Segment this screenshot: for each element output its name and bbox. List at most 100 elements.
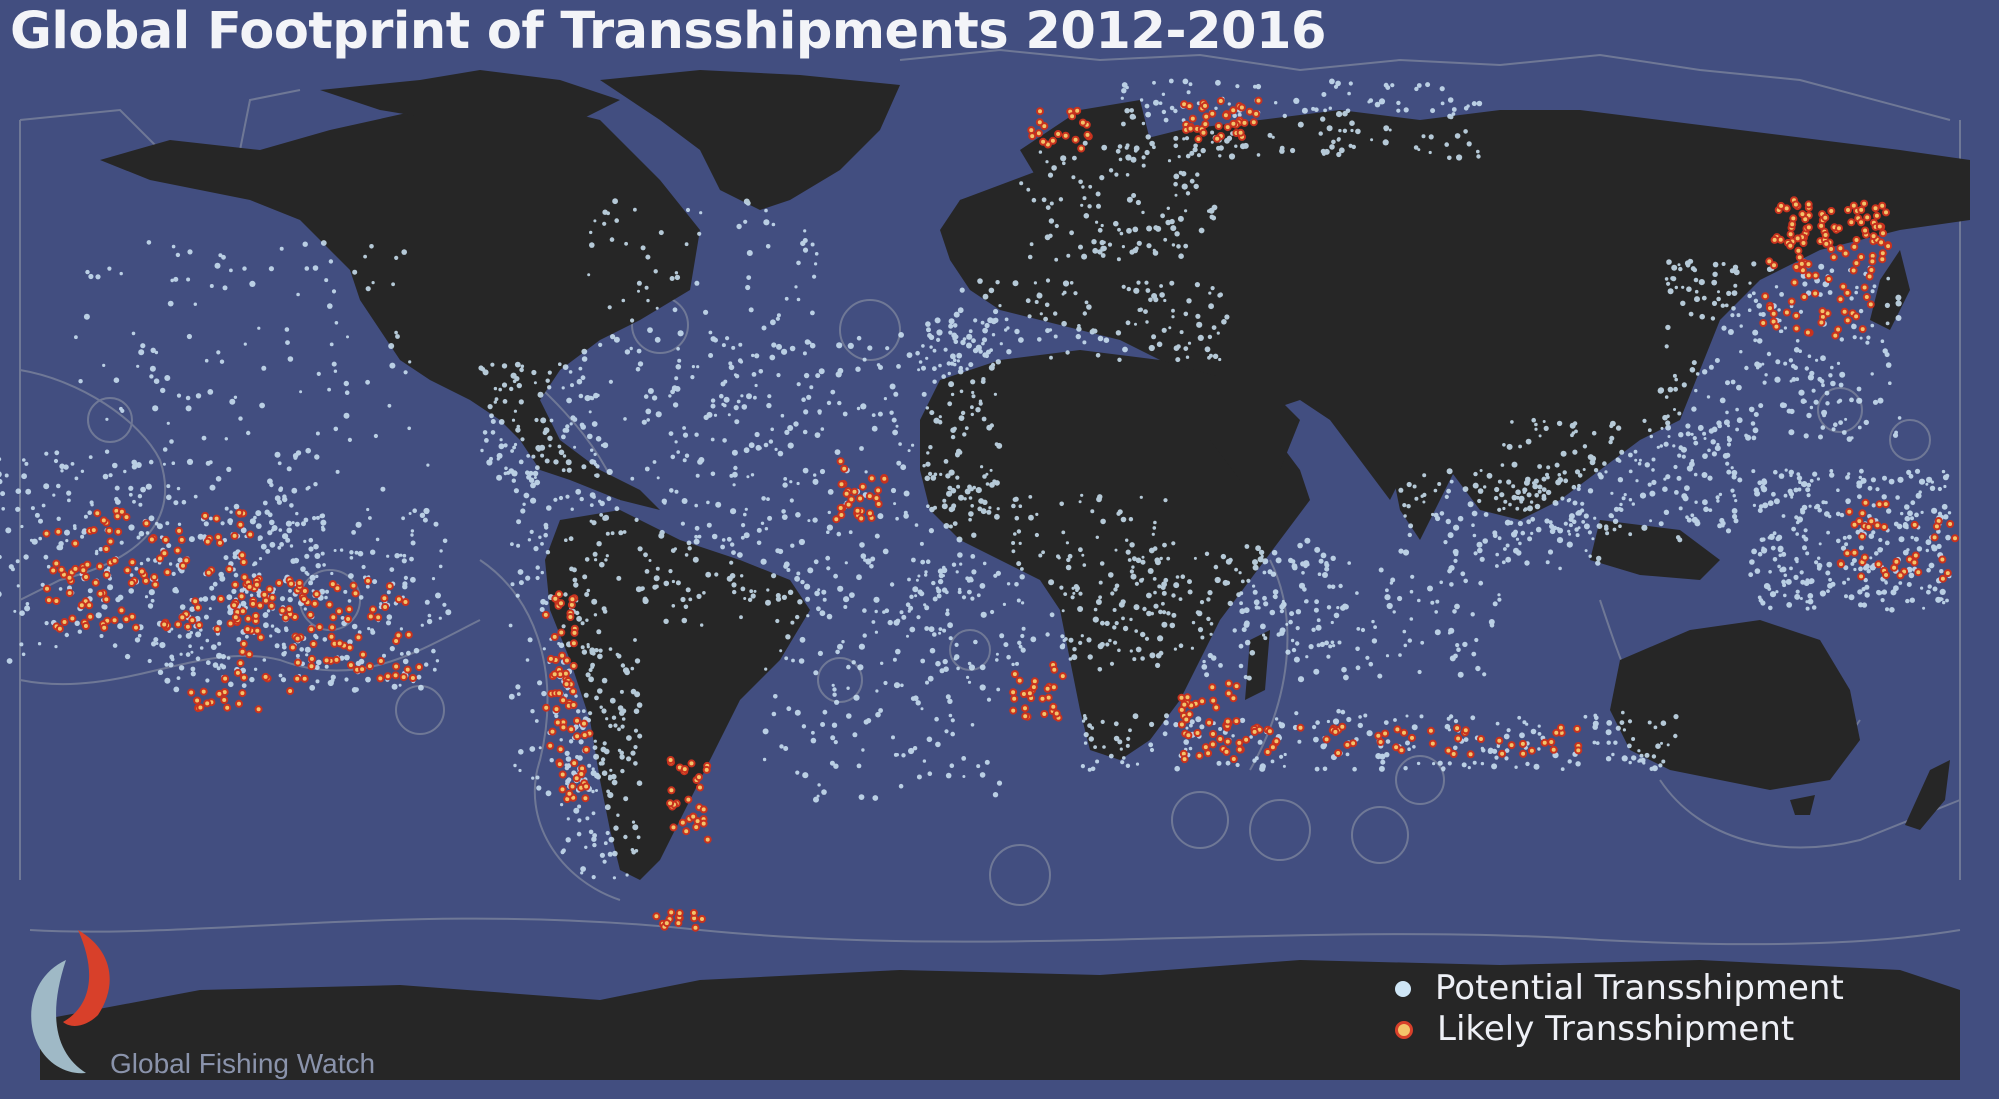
potential-point <box>1218 357 1222 362</box>
potential-point <box>796 297 801 302</box>
potential-point <box>1712 261 1719 268</box>
potential-point <box>1801 534 1806 539</box>
potential-point <box>1146 610 1152 617</box>
potential-point <box>731 582 737 588</box>
potential-point <box>56 483 61 489</box>
potential-point <box>1621 710 1625 715</box>
potential-point <box>1858 545 1864 551</box>
likely-point <box>691 923 700 932</box>
potential-point <box>148 515 155 522</box>
potential-point <box>1714 358 1720 363</box>
potential-point <box>128 524 135 531</box>
potential-point <box>624 241 628 246</box>
likely-point <box>249 599 257 608</box>
potential-point <box>1931 545 1938 552</box>
potential-point <box>186 333 192 340</box>
potential-point <box>1730 379 1736 385</box>
arctic-islands <box>320 70 620 120</box>
potential-point <box>220 654 226 660</box>
potential-point <box>1237 112 1242 117</box>
potential-point <box>1783 493 1788 498</box>
likely-point <box>123 566 132 575</box>
likely-point <box>1787 297 1796 306</box>
potential-point <box>1398 487 1404 493</box>
likely-point <box>68 614 77 623</box>
potential-point <box>651 395 658 401</box>
potential-point <box>1185 191 1191 196</box>
potential-point <box>30 506 35 511</box>
likely-point <box>1782 308 1791 317</box>
potential-point <box>372 579 378 585</box>
potential-point <box>771 573 777 579</box>
potential-point <box>1048 579 1055 586</box>
potential-point <box>710 403 716 409</box>
potential-point <box>584 592 590 597</box>
likely-point <box>558 785 567 794</box>
potential-point <box>1760 312 1766 317</box>
potential-point <box>299 390 303 394</box>
potential-point <box>928 626 935 633</box>
likely-point <box>256 633 265 642</box>
likely-point <box>1872 211 1881 220</box>
potential-point <box>539 444 546 451</box>
potential-point <box>1252 758 1257 763</box>
potential-point <box>789 480 793 484</box>
potential-point <box>173 276 179 282</box>
potential-point <box>993 573 998 578</box>
potential-point <box>1209 622 1214 626</box>
potential-point <box>607 305 612 310</box>
likely-point <box>1068 112 1077 121</box>
potential-point <box>1437 482 1442 486</box>
potential-point <box>890 487 897 494</box>
potential-point <box>1125 154 1132 161</box>
potential-point <box>426 618 433 625</box>
potential-point <box>1117 357 1122 362</box>
potential-point <box>747 597 753 602</box>
potential-point <box>743 447 750 454</box>
potential-point <box>952 362 957 367</box>
potential-point <box>765 599 771 606</box>
potential-point <box>619 754 625 760</box>
potential-point <box>1311 627 1316 632</box>
potential-point <box>1574 469 1581 475</box>
likely-point <box>246 530 255 539</box>
potential-point <box>1908 572 1915 579</box>
potential-point <box>80 469 85 473</box>
potential-point <box>1541 487 1547 492</box>
potential-point <box>1725 380 1730 386</box>
potential-point <box>796 260 801 266</box>
potential-point <box>210 644 217 650</box>
likely-point <box>380 594 389 603</box>
potential-point <box>697 231 702 236</box>
potential-point <box>625 873 629 877</box>
potential-point <box>880 661 884 665</box>
likely-point <box>562 680 571 689</box>
potential-point <box>1101 144 1108 151</box>
potential-point <box>607 776 612 781</box>
potential-point <box>1824 390 1830 396</box>
likely-point <box>1946 520 1955 528</box>
potential-point <box>958 415 965 421</box>
potential-point <box>1945 473 1950 478</box>
potential-point <box>1613 740 1618 745</box>
potential-point <box>1113 220 1119 227</box>
potential-point <box>1162 731 1168 737</box>
potential-point <box>1133 145 1140 152</box>
potential-point <box>590 662 595 668</box>
potential-point <box>1457 515 1464 522</box>
potential-point <box>1758 504 1764 509</box>
potential-point <box>1477 488 1484 494</box>
potential-point <box>1780 566 1787 573</box>
potential-point <box>932 348 937 353</box>
potential-point <box>1416 83 1422 88</box>
potential-point <box>1562 470 1567 475</box>
potential-point <box>114 485 120 491</box>
likely-point <box>86 612 95 621</box>
potential-point <box>826 566 831 571</box>
potential-point <box>1155 559 1161 566</box>
antarctica <box>40 960 1960 1080</box>
potential-point <box>1151 532 1155 536</box>
potential-point <box>1870 323 1875 328</box>
potential-point <box>1383 720 1389 725</box>
potential-point <box>794 285 798 289</box>
